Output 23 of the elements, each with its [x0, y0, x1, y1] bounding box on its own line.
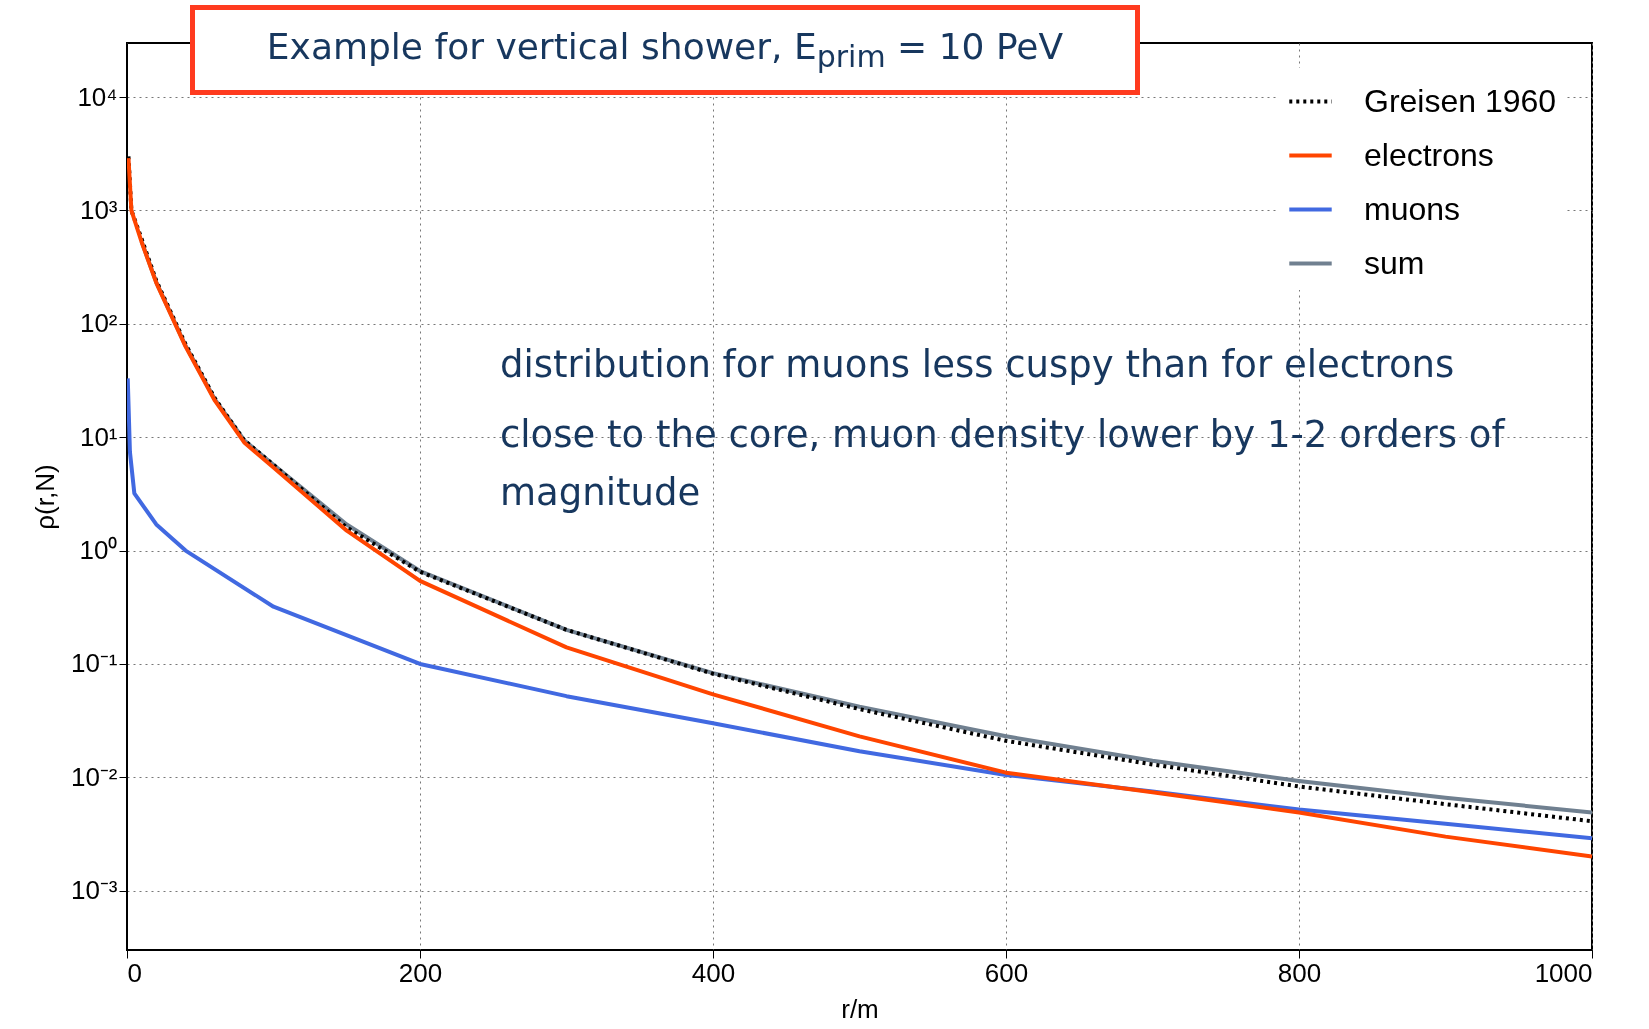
legend-label: Greisen 1960 [1364, 82, 1557, 119]
legend-label: sum [1364, 244, 1425, 281]
y-tick-label: 10¹ [79, 421, 118, 452]
y-tick-label: 10⁰ [79, 535, 118, 566]
x-tick-label: 800 [1277, 957, 1322, 988]
annotation: close to the core, muon density lower by 1-2 orders of magnitude [500, 412, 1507, 516]
x-axis-title: r/m [841, 993, 879, 1024]
y-tick-label: 10³ [79, 194, 118, 225]
y-tick-label: 10⁻³ [70, 875, 118, 906]
y-tick-label: 10⁻¹ [70, 648, 118, 679]
x-tick-label: 200 [398, 957, 443, 988]
annotation: distribution for muons less cuspy than for electrons [500, 342, 1456, 388]
legend-label: muons [1364, 190, 1461, 227]
x-tick-label: 0 [127, 957, 142, 988]
y-tick-label: 10⁴ [77, 81, 118, 112]
x-tick-label: 1000 [1534, 957, 1593, 988]
y-tick-label: 10² [79, 308, 118, 339]
y-axis-title: ρ(r,N) [29, 464, 60, 530]
legend-label: electrons [1364, 136, 1494, 173]
y-tick-label: 10⁻² [70, 761, 118, 792]
x-tick-label: 400 [691, 957, 736, 988]
title-box: Example for vertical shower, E$_{prim}$ = 10 PeV [190, 5, 1140, 96]
x-tick-label: 600 [984, 957, 1029, 988]
